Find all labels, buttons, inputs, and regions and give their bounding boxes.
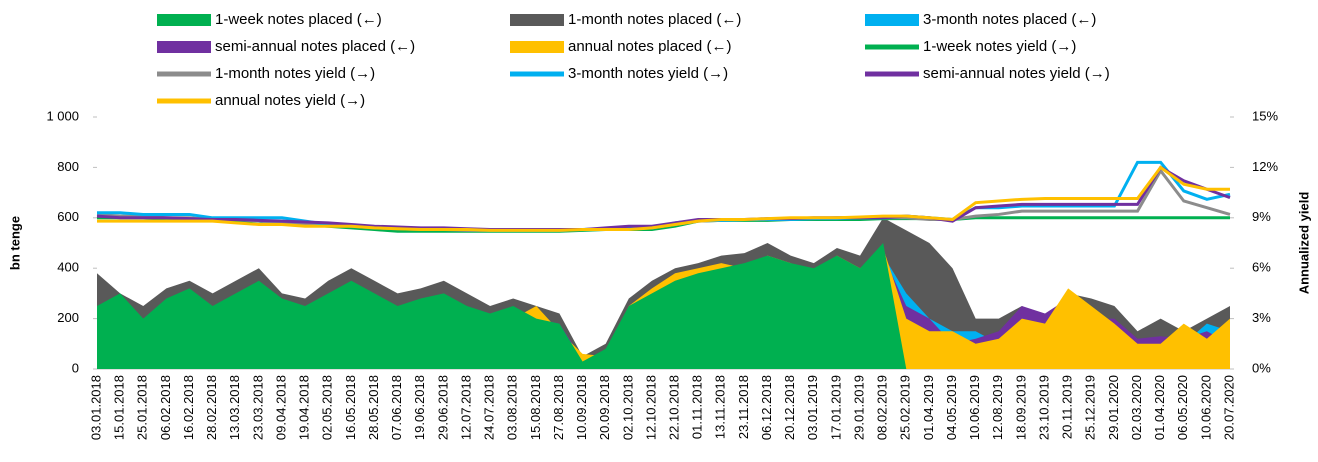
x-tick-label: 13.03.2018 — [227, 375, 242, 440]
legend-swatch — [865, 14, 919, 26]
x-tick-label: 04.05.2019 — [944, 375, 959, 440]
x-tick-label: 25.01.2018 — [135, 375, 150, 440]
x-tick-label: 15.08.2018 — [528, 375, 543, 440]
x-tick-label: 20.11.2019 — [1060, 375, 1075, 439]
x-tick-label: 28.05.2018 — [366, 375, 381, 440]
legend-label: annual notes yield (→) — [215, 92, 365, 109]
legend-label: semi-annual notes placed (←) — [215, 38, 415, 55]
y2-tick-label: 12% — [1252, 159, 1278, 174]
x-tick-label: 18.09.2019 — [1013, 375, 1028, 440]
x-tick-label: 13.11.2018 — [713, 375, 728, 439]
line — [97, 165, 1230, 232]
x-tick-label: 20.09.2018 — [597, 375, 612, 440]
y2-tick-label: 15% — [1252, 108, 1278, 123]
y2-tick-label: 3% — [1252, 310, 1271, 325]
x-tick-label: 24.07.2018 — [482, 375, 497, 440]
x-tick-label: 02.03.2020 — [1129, 375, 1144, 440]
x-tick-label: 27.08.2018 — [551, 375, 566, 440]
legend-label: 1-week notes placed (←) — [215, 11, 382, 28]
x-tick-label: 01.04.2019 — [921, 375, 936, 440]
y-tick-label: 400 — [57, 260, 79, 275]
legend-swatch — [157, 41, 211, 53]
x-tick-label: 29.01.2020 — [1106, 375, 1121, 440]
y-axis-title: bn tenge — [7, 216, 22, 270]
x-tick-label: 22.10.2018 — [666, 375, 681, 440]
area — [97, 243, 1230, 369]
x-tick-label: 25.02.2019 — [898, 375, 913, 440]
legend-label: 1-month notes yield (→) — [215, 65, 375, 82]
x-tick-label: 12.07.2018 — [458, 375, 473, 440]
x-tick-label: 09.04.2018 — [273, 375, 288, 440]
y-tick-label: 1 000 — [46, 108, 79, 123]
y-tick-label: 0 — [72, 360, 79, 375]
legend-label: semi-annual notes yield (→) — [923, 65, 1110, 82]
x-tick-label: 23.11.2018 — [736, 375, 751, 439]
y2-axis-title: Annualized yield — [1296, 192, 1311, 295]
x-tick-label: 03.08.2018 — [505, 375, 520, 440]
x-tick-label: 08.02.2019 — [875, 375, 890, 440]
x-tick-label: 10.06.2020 — [1198, 375, 1213, 440]
y2-tick-label: 0% — [1252, 360, 1271, 375]
legend-swatch — [510, 14, 564, 26]
x-tick-label: 01.04.2020 — [1152, 375, 1167, 440]
x-tick-label: 20.12.2018 — [782, 375, 797, 440]
x-tick-label: 15.01.2018 — [112, 375, 127, 440]
x-tick-label: 12.08.2019 — [990, 375, 1005, 440]
legend-swatch — [157, 14, 211, 26]
x-tick-label: 02.05.2018 — [320, 375, 335, 440]
x-tick-label: 10.06.2019 — [967, 375, 982, 440]
legend-label: 1-month notes placed (←) — [568, 11, 741, 28]
y2-tick-label: 6% — [1252, 260, 1271, 275]
x-tick-label: 17.01.2019 — [828, 375, 843, 440]
y-tick-label: 200 — [57, 310, 79, 325]
legend-label: 3-month notes placed (←) — [923, 11, 1096, 28]
x-tick-label: 19.04.2018 — [297, 375, 312, 440]
x-tick-label: 23.10.2019 — [1036, 375, 1051, 440]
legend-label: 3-month notes yield (→) — [568, 65, 728, 82]
x-tick-label: 19.06.2018 — [412, 375, 427, 440]
x-tick-label: 20.07.2020 — [1221, 375, 1236, 440]
x-tick-label: 02.10.2018 — [620, 375, 635, 440]
x-tick-label: 16.02.2018 — [181, 375, 196, 440]
x-tick-label: 03.01.2019 — [805, 375, 820, 440]
x-tick-label: 29.06.2018 — [435, 375, 450, 440]
x-tick-label: 12.10.2018 — [643, 375, 658, 440]
legend-label: annual notes placed (←) — [568, 38, 731, 55]
legend-label: 1-week notes yield (→) — [923, 38, 1076, 55]
x-tick-label: 10.09.2018 — [574, 375, 589, 440]
legend-swatch — [510, 41, 564, 53]
x-tick-label: 06.02.2018 — [158, 375, 173, 440]
x-tick-label: 29.01.2019 — [851, 375, 866, 440]
x-tick-label: 06.12.2018 — [759, 375, 774, 440]
x-tick-label: 23.03.2018 — [250, 375, 265, 440]
x-tick-label: 28.02.2018 — [204, 375, 219, 440]
y-tick-label: 800 — [57, 159, 79, 174]
x-tick-label: 25.12.2019 — [1083, 375, 1098, 440]
x-tick-label: 07.06.2018 — [389, 375, 404, 440]
y-tick-label: 600 — [57, 209, 79, 224]
x-tick-label: 06.05.2020 — [1175, 375, 1190, 440]
x-tick-label: 01.11.2018 — [690, 375, 705, 439]
x-tick-label: 03.01.2018 — [88, 375, 103, 440]
x-tick-label: 16.05.2018 — [343, 375, 358, 440]
y2-tick-label: 9% — [1252, 209, 1271, 224]
line — [96, 165, 1231, 232]
